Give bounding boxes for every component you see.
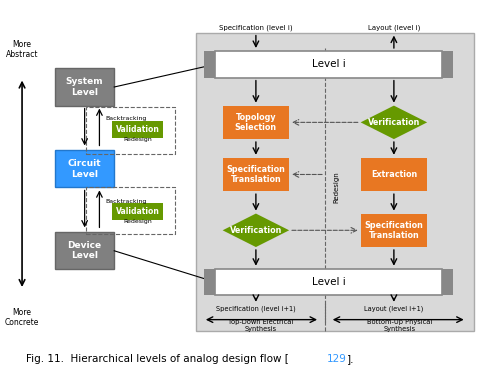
Text: Level i: Level i: [312, 277, 346, 287]
Text: Backtracking: Backtracking: [106, 116, 147, 121]
Text: Specification (level i+1): Specification (level i+1): [216, 305, 296, 312]
Text: Redesign: Redesign: [334, 172, 340, 203]
Text: Level i: Level i: [312, 59, 346, 69]
FancyBboxPatch shape: [222, 106, 289, 139]
Text: Validation: Validation: [116, 207, 160, 216]
FancyBboxPatch shape: [204, 51, 215, 78]
FancyBboxPatch shape: [360, 158, 427, 191]
Text: Layout (level i+1): Layout (level i+1): [364, 305, 424, 312]
Polygon shape: [360, 106, 427, 139]
Text: Top-Down Electrical
Synthesis: Top-Down Electrical Synthesis: [228, 320, 293, 333]
Text: More
Abstract: More Abstract: [6, 40, 38, 60]
Text: Circuit
Level: Circuit Level: [68, 159, 102, 178]
Text: System
Level: System Level: [66, 77, 104, 97]
Text: Redesign: Redesign: [123, 137, 152, 142]
FancyBboxPatch shape: [360, 213, 427, 247]
FancyBboxPatch shape: [215, 268, 442, 296]
Text: Layout (level i): Layout (level i): [368, 24, 420, 31]
Text: Specification
Translation: Specification Translation: [364, 220, 424, 240]
Text: ].: ].: [347, 354, 354, 364]
FancyBboxPatch shape: [112, 203, 164, 220]
Text: Validation: Validation: [116, 125, 160, 134]
Text: Backtracking: Backtracking: [106, 199, 147, 204]
FancyBboxPatch shape: [442, 268, 453, 296]
FancyBboxPatch shape: [204, 268, 215, 296]
Text: Specification (level i): Specification (level i): [219, 24, 292, 31]
Polygon shape: [222, 213, 289, 247]
Text: Verification: Verification: [368, 118, 420, 127]
Text: Specification
Translation: Specification Translation: [226, 165, 286, 184]
Text: Verification: Verification: [230, 226, 282, 235]
FancyBboxPatch shape: [55, 232, 114, 269]
FancyBboxPatch shape: [55, 150, 114, 188]
Text: Fig. 11.  Hierarchical levels of analog design flow [: Fig. 11. Hierarchical levels of analog d…: [26, 354, 288, 364]
Text: Redesign: Redesign: [123, 219, 152, 224]
Text: Bottom-Up Physical
Synthesis: Bottom-Up Physical Synthesis: [367, 320, 432, 333]
FancyBboxPatch shape: [442, 51, 453, 78]
Text: 129: 129: [327, 354, 347, 364]
Text: Topology
Selection: Topology Selection: [235, 112, 277, 132]
FancyBboxPatch shape: [215, 51, 442, 78]
FancyBboxPatch shape: [55, 68, 114, 106]
Text: Extraction: Extraction: [371, 170, 417, 179]
Text: Device
Level: Device Level: [68, 241, 102, 261]
FancyBboxPatch shape: [196, 33, 474, 331]
FancyBboxPatch shape: [222, 158, 289, 191]
Text: More
Concrete: More Concrete: [5, 308, 39, 327]
FancyBboxPatch shape: [112, 121, 164, 138]
